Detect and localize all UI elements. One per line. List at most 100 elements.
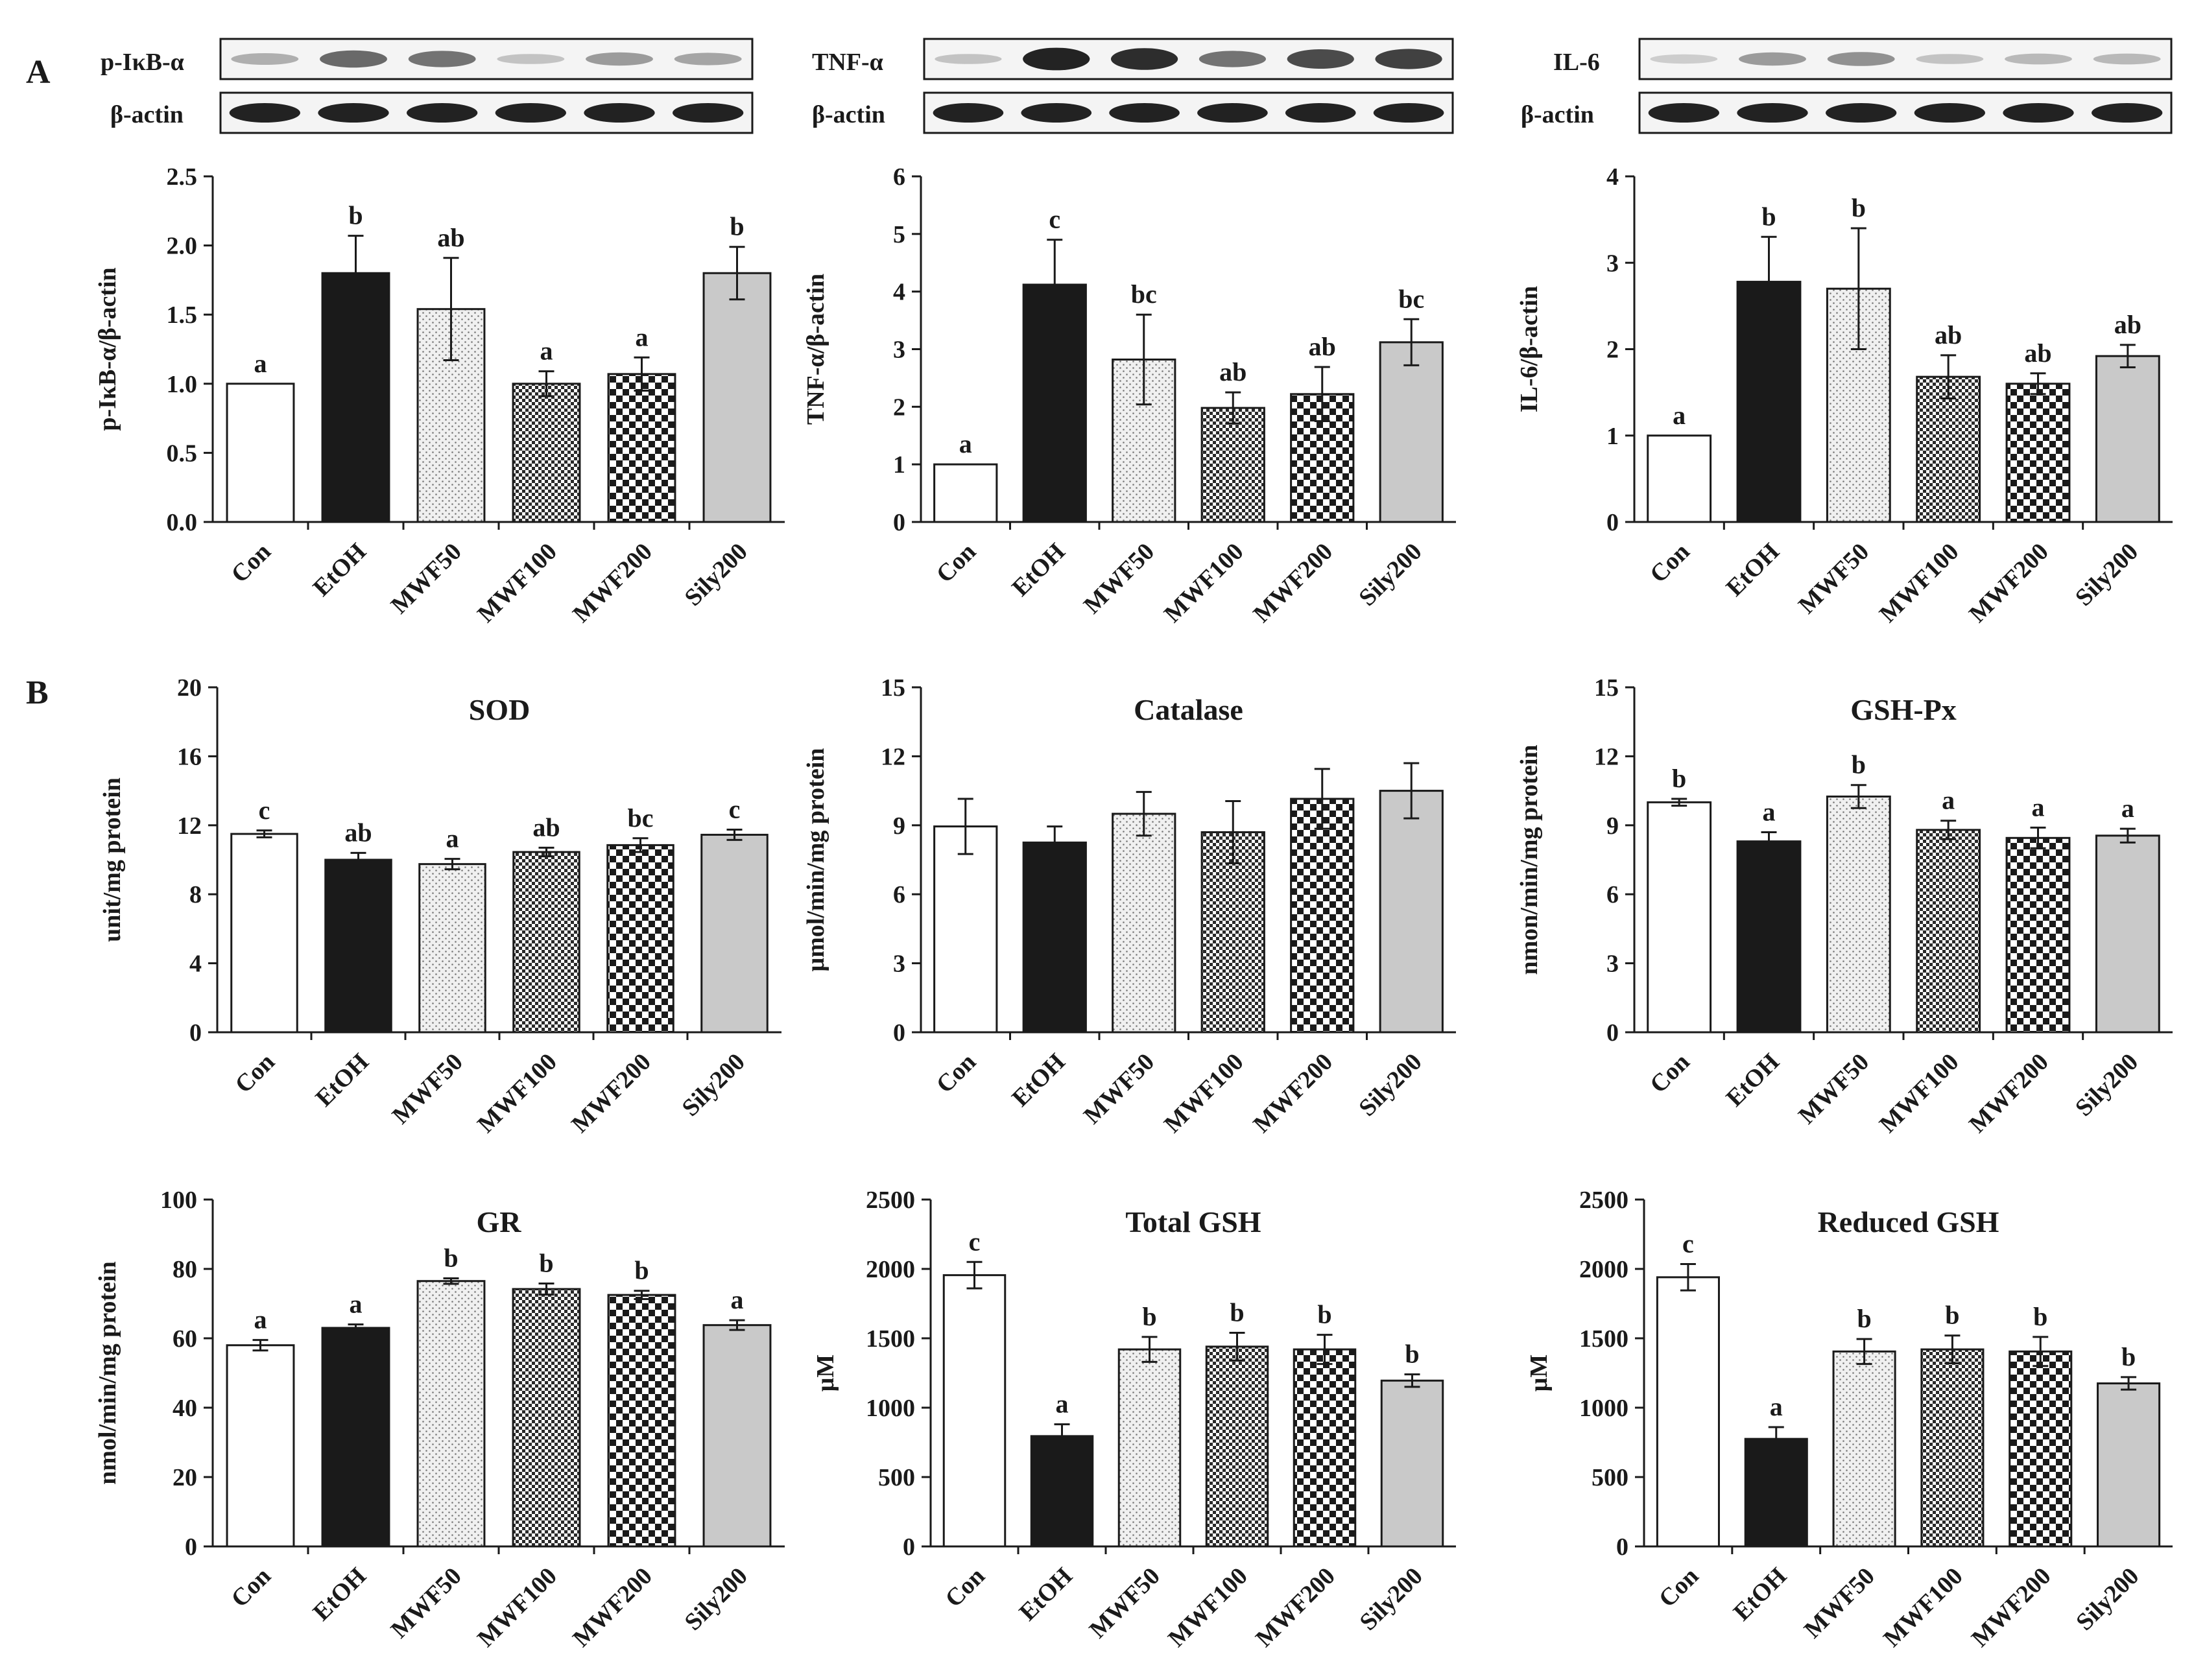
bar	[226, 1344, 295, 1548]
y-axis-label: nmol/min/mg protein	[94, 1261, 121, 1485]
category-label: EtOH	[1728, 1563, 1792, 1626]
significance-letter: a	[1673, 401, 1686, 430]
y-tick-label: 4	[189, 951, 202, 978]
significance-letter: bc	[1131, 279, 1157, 309]
blot-bands-1	[933, 47, 1444, 123]
y-axis-label: μM	[1525, 1355, 1553, 1391]
significance-letter: c	[969, 1227, 981, 1256]
category-label: Con	[1645, 538, 1695, 588]
bar	[2095, 355, 2160, 523]
blot-group-1: TNF-α β-actin	[812, 38, 1454, 134]
y-tick-label: 0	[893, 1019, 905, 1047]
blot-ref-label: β-actin	[1521, 101, 1594, 128]
category-label: MWF100	[472, 538, 562, 628]
bar	[2009, 1350, 2073, 1548]
bar	[1736, 840, 1802, 1034]
bar	[1112, 812, 1176, 1034]
actin-band	[2092, 103, 2163, 123]
significance-letter: b	[1857, 1304, 1871, 1333]
y-tick-label: 6	[1606, 881, 1619, 908]
significance-letter: a	[350, 1290, 363, 1319]
y-axis-label: IL-6/β-actin	[1516, 286, 1543, 412]
y-tick-label: 15	[1594, 674, 1619, 702]
category-label: MWF200	[567, 1563, 658, 1653]
category-label: MWF100	[1159, 1048, 1249, 1139]
y-tick-label: 1	[893, 451, 905, 479]
y-tick-label: 60	[173, 1325, 197, 1353]
actin-band	[584, 103, 655, 123]
y-tick-label: 0	[185, 1533, 197, 1561]
y-tick-label: 0	[893, 509, 905, 536]
blot-ref-label: β-actin	[110, 101, 184, 128]
bar	[321, 1327, 390, 1548]
significance-letter: c	[259, 796, 270, 825]
significance-letter: b	[348, 201, 363, 230]
blot-bands-2	[1648, 52, 2163, 123]
actin-band	[933, 103, 1004, 123]
y-tick-label: 9	[1606, 812, 1619, 840]
category-label: Con	[931, 1048, 981, 1098]
significance-letter: a	[636, 322, 649, 351]
significance-letter: c	[729, 794, 741, 823]
target-band	[497, 54, 565, 64]
y-axis-label: TNF-α/β-actin	[802, 274, 829, 425]
significance-letter: ab	[1309, 332, 1336, 361]
y-tick-label: 1000	[1579, 1395, 1628, 1422]
blot-target-frame	[219, 38, 754, 80]
y-tick-label: 6	[893, 163, 905, 191]
significance-letter: b	[2033, 1302, 2047, 1331]
bar	[1379, 341, 1444, 523]
y-tick-label: 3	[1606, 250, 1619, 277]
panel-label-a: A	[26, 54, 51, 91]
target-band	[231, 53, 299, 65]
category-label: EtOH	[310, 1048, 374, 1112]
y-tick-label: 0.0	[167, 509, 198, 536]
blot-group-2: IL-6 β-actin	[1521, 38, 2173, 134]
category-label: MWF200	[1966, 1563, 2057, 1653]
target-band	[1916, 54, 1984, 64]
chart-8: 0 500 1000 1500 2000 2500 μM Reduced GSH c Con a Et…	[1525, 1187, 2173, 1652]
significance-letter: b	[1852, 750, 1866, 779]
bar	[2005, 383, 2071, 523]
actin-band	[1285, 103, 1356, 123]
y-tick-label: 2	[893, 394, 905, 421]
y-tick-label: 100	[160, 1187, 197, 1214]
bar	[1200, 831, 1265, 1034]
y-tick-label: 15	[881, 674, 905, 702]
y-tick-label: 16	[177, 743, 202, 770]
category-label: MWF100	[1874, 1048, 1964, 1139]
chart-title: GR	[477, 1205, 522, 1238]
category-label: MWF200	[1248, 538, 1338, 628]
bar	[2095, 834, 2160, 1034]
category-label: MWF100	[472, 1048, 562, 1139]
y-axis-label: unit/mg protein	[99, 777, 126, 942]
category-label: Con	[226, 1563, 276, 1613]
actin-band	[1648, 103, 1719, 123]
category-label: MWF200	[567, 538, 658, 628]
y-tick-label: 2500	[1579, 1187, 1628, 1214]
y-tick-label: 80	[173, 1256, 197, 1283]
actin-band	[673, 103, 744, 123]
target-band	[1827, 52, 1895, 66]
chart-title: GSH-Px	[1850, 693, 1957, 726]
target-band	[1375, 49, 1442, 69]
category-label: MWF100	[472, 1563, 562, 1653]
significance-letter: a	[731, 1285, 744, 1314]
y-tick-label: 4	[893, 279, 905, 306]
category-label: Sily200	[2071, 1563, 2144, 1636]
target-band	[1110, 48, 1178, 70]
y-tick-label: 4	[1606, 163, 1619, 191]
bar	[512, 1288, 581, 1548]
significance-letter: ab	[437, 223, 464, 252]
significance-letter: b	[1317, 1300, 1331, 1329]
bar	[933, 825, 998, 1034]
y-tick-label: 3	[1606, 951, 1619, 978]
category-label: Sily200	[1353, 1048, 1427, 1122]
chart-2: 0 1 2 3 4 IL-6/β-actin a Con b EtOH b MWF50 ab MWF100…	[1516, 163, 2173, 628]
actin-band	[1737, 103, 1808, 123]
y-tick-label: 1.0	[167, 371, 198, 398]
bar	[512, 383, 581, 523]
category-label: MWF100	[1159, 538, 1249, 628]
significance-letter: b	[1672, 764, 1686, 793]
